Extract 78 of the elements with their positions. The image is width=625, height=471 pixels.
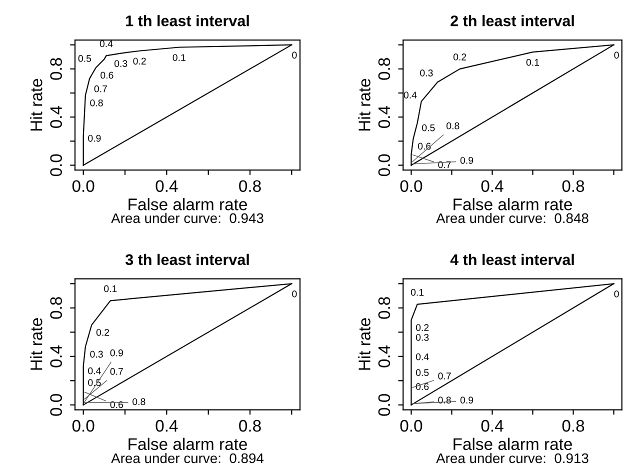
- x-tick-label: 0.8: [562, 420, 584, 432]
- annotation: 0.8: [446, 122, 460, 130]
- text: Area under curve: 0.894: [111, 452, 264, 464]
- y-tick-label: 0.0: [378, 394, 390, 416]
- x-tick-label: 0.4: [481, 180, 504, 192]
- y-tick-label: 0.4: [378, 345, 390, 368]
- y-tick-label: 0.0: [50, 394, 62, 416]
- y-tick-label: 0.4: [50, 345, 62, 368]
- annotation: 0.1: [172, 54, 186, 61]
- annotation: 0.6: [418, 142, 431, 150]
- annotation: 0.7: [94, 85, 107, 92]
- annotation: 0.2: [416, 324, 429, 331]
- x-tick-label: 0.8: [562, 180, 584, 192]
- x-axis-title: False alarm rate: [454, 438, 572, 450]
- annotation: 0.2: [133, 58, 146, 65]
- y-axis-title: Hit rate: [358, 78, 370, 131]
- annotation: 0: [614, 52, 619, 59]
- annotation: 0: [614, 290, 619, 298]
- x-tick-label: 0.0: [400, 420, 422, 432]
- annotation: 0.5: [78, 55, 92, 62]
- y-tick-label: 0.8: [50, 58, 62, 80]
- x-axis-title: False alarm rate: [454, 198, 572, 210]
- text: Area under curve: 0.943: [111, 212, 264, 224]
- annotation: 0.7: [438, 161, 451, 168]
- annotation: 0.4: [88, 367, 101, 374]
- annotation: 0.3: [90, 350, 103, 358]
- y-tick-label: 0.8: [50, 297, 62, 319]
- x-tick-label: 0.0: [400, 180, 422, 192]
- annotation: 0.9: [88, 134, 101, 142]
- x-tick-label: 0.4: [156, 420, 178, 432]
- chart-title: 3 th least interval: [125, 254, 249, 266]
- chart-title: 1 th least interval: [126, 15, 249, 26]
- annotation: 0.2: [96, 328, 110, 336]
- annotation: 0.4: [416, 353, 429, 360]
- annotation: 0.7: [438, 372, 451, 380]
- y-tick-label: 0.8: [378, 297, 390, 319]
- x-tick-label: 0.8: [239, 180, 261, 192]
- chart-title: 2 th least interval: [450, 15, 574, 26]
- annotation: 0.3: [420, 70, 433, 76]
- annotation: 0.2: [453, 54, 466, 60]
- chart-title: 4 th least interval: [450, 254, 574, 266]
- y-axis-title: Hit rate: [358, 318, 370, 370]
- annotation: 0: [292, 290, 297, 298]
- x-tick-label: 0.4: [481, 420, 504, 432]
- annotation: 0.3: [416, 334, 429, 341]
- x-axis-title: False alarm rate: [128, 198, 247, 210]
- x-tick-label: 0.0: [72, 180, 94, 192]
- annotation: 0.6: [100, 72, 114, 79]
- annotation: 0.5: [416, 369, 429, 376]
- y-tick-label: 0.4: [378, 106, 390, 128]
- y-axis-title: Hit rate: [30, 78, 42, 131]
- annotation: 0.4: [100, 40, 113, 48]
- y-tick-label: 0.4: [50, 106, 62, 128]
- text: Area under curve: 0.913: [436, 452, 588, 464]
- annotation: 0.5: [422, 124, 435, 132]
- y-tick-label: 0.8: [378, 58, 390, 80]
- annotation: 0.9: [460, 396, 474, 404]
- annotation: 0.1: [104, 285, 117, 292]
- text: Area under curve: 0.848: [436, 212, 588, 224]
- x-tick-label: 0.8: [239, 420, 261, 432]
- x-tick-label: 0.0: [72, 420, 94, 432]
- annotation: 0.6: [416, 383, 429, 390]
- annotation: 0.9: [460, 156, 474, 164]
- annotation: 0.8: [132, 398, 146, 406]
- annotation: 0.6: [110, 401, 123, 408]
- annotation: 0: [292, 52, 297, 59]
- x-axis-title: False alarm rate: [128, 438, 247, 450]
- annotation: 0.1: [526, 58, 540, 66]
- x-tick-label: 0.4: [156, 180, 178, 192]
- annotation: 0.8: [90, 99, 103, 106]
- annotation: 0.4: [404, 92, 417, 98]
- annotation: 0.3: [114, 60, 128, 67]
- y-tick-label: 0.0: [378, 154, 390, 176]
- annotation: 0.9: [110, 349, 123, 356]
- y-axis-title: Hit rate: [30, 318, 42, 370]
- y-tick-label: 0.0: [50, 154, 62, 176]
- annotation: 0.7: [110, 368, 123, 375]
- annotation: 0.1: [410, 288, 424, 296]
